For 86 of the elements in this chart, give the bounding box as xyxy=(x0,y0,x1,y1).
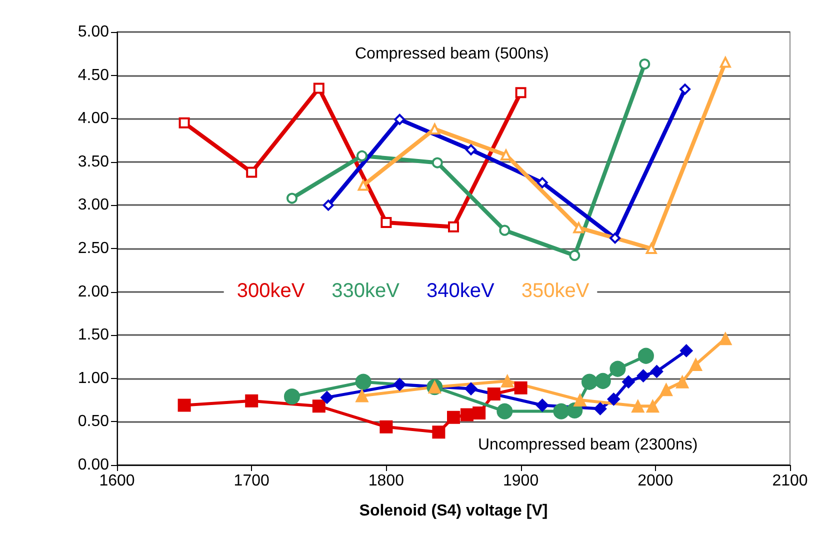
point xyxy=(566,402,583,418)
point xyxy=(355,374,372,390)
y-tick-label: 3.50 xyxy=(78,153,110,170)
point xyxy=(607,392,620,406)
x-tick-label: 1700 xyxy=(234,472,270,490)
point xyxy=(320,390,334,404)
point xyxy=(514,381,528,394)
point xyxy=(610,360,626,377)
y-tick-label: 0.00 xyxy=(78,456,110,474)
point xyxy=(569,250,580,261)
point xyxy=(432,426,446,439)
y-tick-label: 1.50 xyxy=(78,326,110,344)
point xyxy=(322,200,334,211)
annotation: Uncompressed beam (2300ns) xyxy=(478,436,698,454)
point xyxy=(499,224,510,236)
annotation: Compressed beam (500ns) xyxy=(355,46,549,62)
point xyxy=(394,114,406,125)
point xyxy=(380,420,393,434)
point xyxy=(355,389,368,402)
y-tick-label: 4.00 xyxy=(78,110,110,128)
point xyxy=(718,332,732,346)
point xyxy=(689,358,702,372)
point xyxy=(680,344,693,358)
point xyxy=(393,378,406,391)
point xyxy=(312,400,326,413)
point xyxy=(286,192,298,204)
x-axis-title: Solenoid (S4) voltage [V] xyxy=(359,502,548,520)
point xyxy=(447,410,460,424)
point xyxy=(178,398,191,412)
point xyxy=(245,394,258,408)
point xyxy=(284,388,300,405)
x-tick-label: 2100 xyxy=(772,472,808,490)
point xyxy=(581,374,598,390)
point xyxy=(515,87,526,98)
point xyxy=(464,382,478,396)
point xyxy=(574,394,587,407)
text: 340keV xyxy=(426,280,495,302)
point xyxy=(650,364,664,378)
point xyxy=(380,217,392,228)
point xyxy=(429,123,440,134)
text: 300keV xyxy=(236,280,306,302)
point xyxy=(573,222,584,234)
point xyxy=(610,232,621,244)
y-tick-label: 4.50 xyxy=(78,66,110,84)
point xyxy=(500,149,512,160)
point xyxy=(646,400,660,413)
y-tick-label: 5.00 xyxy=(78,24,110,40)
point xyxy=(356,150,368,162)
point xyxy=(631,400,644,413)
point xyxy=(472,406,486,420)
text: 330keV xyxy=(332,280,400,302)
y-tick-label: 3.00 xyxy=(78,196,110,214)
point xyxy=(358,180,369,191)
point xyxy=(594,402,607,416)
point xyxy=(487,387,500,400)
point xyxy=(676,375,689,388)
text: 350keV xyxy=(521,280,590,302)
point xyxy=(622,375,635,388)
point xyxy=(448,221,459,232)
point xyxy=(680,84,691,95)
point xyxy=(639,58,650,70)
point xyxy=(636,369,650,382)
point xyxy=(638,348,654,364)
point xyxy=(246,166,258,178)
point xyxy=(500,374,514,388)
x-tick-label: 1600 xyxy=(99,472,135,490)
point xyxy=(466,144,476,156)
y-tick-label: 2.50 xyxy=(78,240,110,257)
point xyxy=(460,408,474,422)
point xyxy=(720,56,731,68)
point xyxy=(646,243,657,254)
point xyxy=(178,117,190,128)
point xyxy=(660,383,673,396)
point xyxy=(536,398,549,412)
x-tick-label: 1900 xyxy=(503,472,539,490)
y-tick-label: 0.50 xyxy=(78,413,110,430)
y-tick-label: 2.00 xyxy=(78,283,110,300)
point xyxy=(496,403,513,420)
x-tick-label: 1800 xyxy=(368,472,404,490)
x-tick-label: 2000 xyxy=(638,472,674,490)
point xyxy=(594,373,611,389)
point xyxy=(432,157,443,168)
point xyxy=(536,177,548,188)
point xyxy=(313,82,324,94)
point xyxy=(553,403,570,420)
y-tick-label: 1.00 xyxy=(78,370,110,387)
